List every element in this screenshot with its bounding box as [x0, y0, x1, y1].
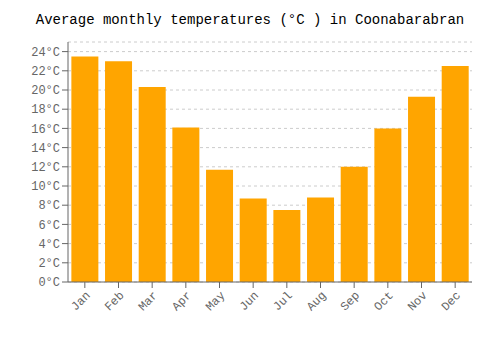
svg-text:10°C: 10°C — [31, 180, 60, 194]
svg-text:Apr: Apr — [170, 289, 195, 314]
svg-text:8°C: 8°C — [38, 199, 60, 213]
svg-text:22°C: 22°C — [31, 65, 60, 79]
svg-text:6°C: 6°C — [38, 219, 60, 233]
svg-text:Mar: Mar — [136, 289, 161, 314]
svg-text:Dec: Dec — [439, 289, 464, 314]
svg-text:Nov: Nov — [405, 289, 430, 314]
svg-text:18°C: 18°C — [31, 103, 60, 117]
svg-text:20°C: 20°C — [31, 84, 60, 98]
svg-text:24°C: 24°C — [31, 46, 60, 60]
svg-text:May: May — [203, 289, 228, 314]
svg-text:Feb: Feb — [102, 289, 127, 314]
svg-text:Jul: Jul — [271, 289, 296, 314]
html-text:Average monthly temperatures (: Average monthly temperatures (°C ) in Co… — [35, 12, 465, 28]
svg-text:0°C: 0°C — [38, 276, 60, 290]
svg-text:Jun: Jun — [237, 289, 262, 314]
svg-text:16°C: 16°C — [31, 123, 60, 137]
svg-text:Aug: Aug — [304, 289, 329, 314]
svg-text:14°C: 14°C — [31, 142, 60, 156]
svg-text:Sep: Sep — [338, 289, 363, 314]
svg-text:12°C: 12°C — [31, 161, 60, 175]
svg-text:2°C: 2°C — [38, 257, 60, 271]
svg-text:4°C: 4°C — [38, 238, 60, 252]
svg-text:Oct: Oct — [372, 289, 397, 314]
svg-text:Jan: Jan — [69, 289, 94, 314]
